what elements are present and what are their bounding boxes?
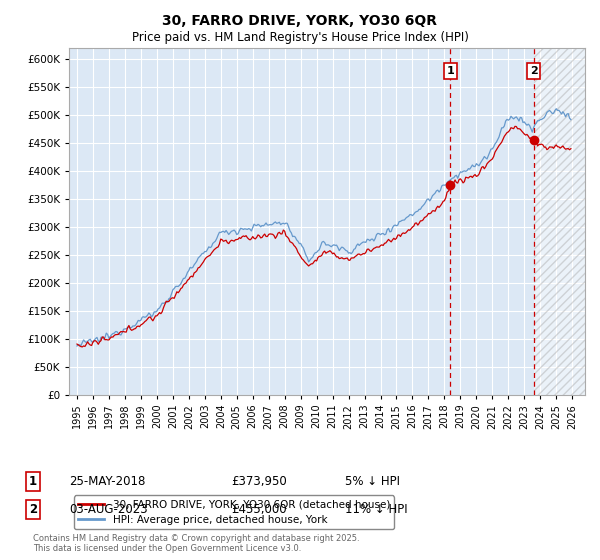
Text: 11% ↓ HPI: 11% ↓ HPI	[345, 503, 407, 516]
Text: Price paid vs. HM Land Registry's House Price Index (HPI): Price paid vs. HM Land Registry's House …	[131, 31, 469, 44]
Text: 2: 2	[530, 66, 538, 76]
Text: 03-AUG-2023: 03-AUG-2023	[69, 503, 148, 516]
Text: £373,950: £373,950	[231, 475, 287, 488]
Text: £455,000: £455,000	[231, 503, 287, 516]
Bar	[533, 48, 585, 395]
Text: 30, FARRO DRIVE, YORK, YO30 6QR: 30, FARRO DRIVE, YORK, YO30 6QR	[163, 14, 437, 28]
Text: 1: 1	[446, 66, 454, 76]
Text: 5% ↓ HPI: 5% ↓ HPI	[345, 475, 400, 488]
Text: 2: 2	[29, 503, 37, 516]
Text: 25-MAY-2018: 25-MAY-2018	[69, 475, 145, 488]
Text: Contains HM Land Registry data © Crown copyright and database right 2025.
This d: Contains HM Land Registry data © Crown c…	[33, 534, 359, 553]
Legend: 30, FARRO DRIVE, YORK, YO30 6QR (detached house), HPI: Average price, detached h: 30, FARRO DRIVE, YORK, YO30 6QR (detache…	[74, 496, 394, 529]
Text: 1: 1	[29, 475, 37, 488]
